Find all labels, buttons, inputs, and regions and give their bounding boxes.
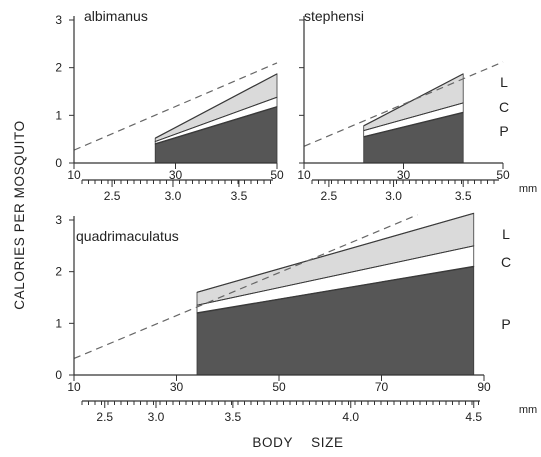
y-tick-label: 0 bbox=[55, 368, 62, 382]
mm-tick-label: 4.0 bbox=[342, 410, 359, 424]
lipid-line bbox=[154, 73, 278, 139]
band-label-p: P bbox=[499, 123, 508, 139]
x-tick-label: 50 bbox=[496, 168, 510, 182]
y-tick-label: 1 bbox=[55, 316, 62, 330]
panel-2: 10 30 50 2.5 3.0 3.5 mm stephensi LCP bbox=[297, 8, 537, 203]
mm-tick-label: 4.5 bbox=[465, 410, 482, 424]
mm-tick-label: 3.0 bbox=[148, 410, 165, 424]
mm-unit-label: mm bbox=[519, 404, 537, 416]
panel-3: 0 1 2 3 10 30 50 70 90 2.5 3.0 3.5 4.0 4.5 mm quadrimac… bbox=[55, 212, 537, 424]
panel-1: 0 1 2 3 10 30 50 2.5 3.0 3.5 albimanus bbox=[55, 8, 284, 203]
y-tick-label: 0 bbox=[55, 156, 62, 170]
x-tick-label: 30 bbox=[170, 380, 184, 394]
dashed-reference-line bbox=[73, 214, 418, 360]
lipid-line bbox=[196, 212, 474, 293]
mm-tick-label: 2.5 bbox=[321, 189, 338, 203]
mm-tick-label: 3.0 bbox=[385, 189, 402, 203]
x-tick-label: 30 bbox=[169, 168, 183, 182]
panel-title: albimanus bbox=[84, 8, 148, 24]
x-axis-title: BODY SIZE bbox=[252, 435, 343, 450]
y-tick-label: 1 bbox=[55, 108, 62, 122]
x-tick-label: 50 bbox=[270, 168, 284, 182]
y-tick-label: 3 bbox=[55, 213, 62, 227]
panel-title: stephensi bbox=[304, 8, 364, 24]
band-label-l: L bbox=[502, 226, 510, 242]
band-label-c: C bbox=[501, 254, 511, 270]
carbohydrate-line bbox=[155, 96, 278, 143]
y-tick-label: 3 bbox=[55, 13, 62, 27]
band-label-p: P bbox=[501, 316, 510, 332]
lipid-line bbox=[363, 73, 464, 127]
carbohydrate-line bbox=[196, 245, 474, 306]
carbohydrate-line bbox=[363, 102, 464, 132]
x-tick-label: 30 bbox=[397, 168, 411, 182]
x-tick-label: 10 bbox=[67, 168, 81, 182]
mm-tick-label: 3.5 bbox=[231, 189, 248, 203]
x-tick-label: 90 bbox=[477, 380, 491, 394]
x-tick-label: 10 bbox=[67, 380, 81, 394]
protein-line bbox=[363, 111, 464, 138]
band-label-c: C bbox=[499, 99, 509, 115]
x-tick-label: 50 bbox=[272, 380, 286, 394]
x-tick-label: 70 bbox=[375, 380, 389, 394]
panel-title: quadrimaculatus bbox=[76, 228, 179, 244]
y-tick-label: 2 bbox=[55, 265, 62, 279]
mm-tick-label: 3.0 bbox=[165, 189, 182, 203]
protein-line bbox=[154, 106, 278, 145]
band-label-l: L bbox=[500, 74, 508, 90]
mm-tick-label: 3.5 bbox=[455, 189, 472, 203]
mm-tick-label: 2.5 bbox=[104, 189, 121, 203]
mm-tick-label: 3.5 bbox=[225, 410, 242, 424]
x-tick-label: 10 bbox=[297, 168, 311, 182]
mm-unit-label: mm bbox=[519, 183, 537, 195]
dashed-reference-line bbox=[303, 61, 504, 147]
y-tick-label: 2 bbox=[55, 61, 62, 75]
y-axis-title: CALORIES PER MOSQUITO bbox=[12, 120, 27, 309]
protein-line bbox=[196, 265, 474, 314]
mm-tick-label: 2.5 bbox=[96, 410, 113, 424]
dashed-reference-line bbox=[73, 62, 278, 151]
